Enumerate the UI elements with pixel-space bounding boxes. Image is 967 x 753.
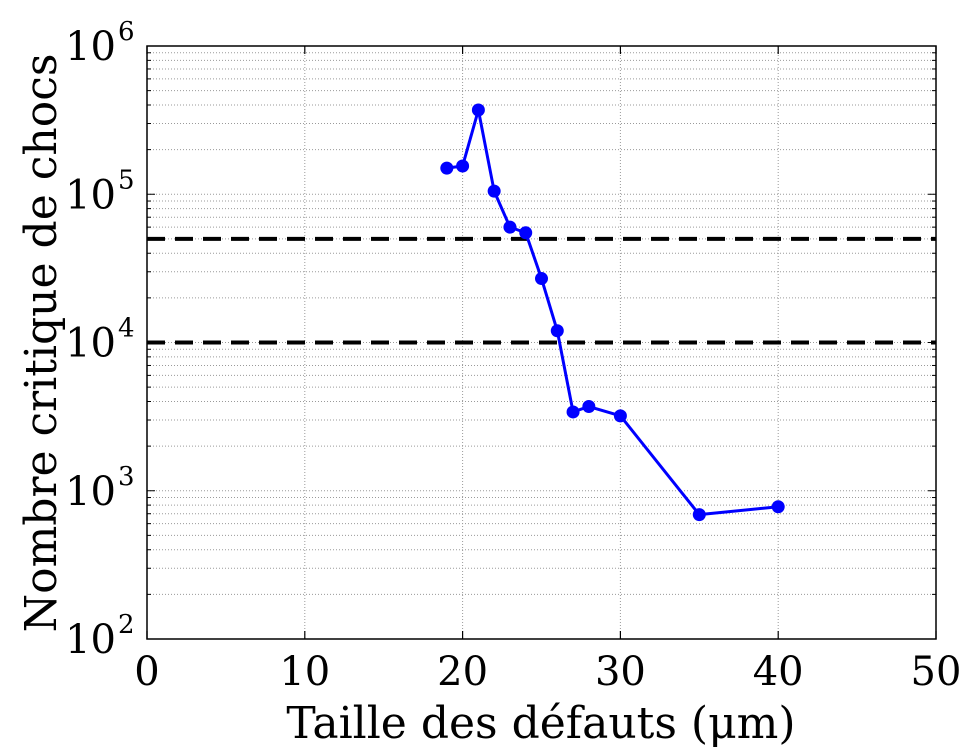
y-tick-label-exponent: 3 bbox=[118, 462, 135, 492]
y-tick-label-exponent: 2 bbox=[118, 610, 135, 640]
x-tick-label: 0 bbox=[134, 649, 159, 695]
y-tick-label: 10 bbox=[65, 617, 116, 663]
y-tick-label: 10 bbox=[65, 24, 116, 70]
data-point bbox=[440, 161, 454, 175]
grid bbox=[147, 46, 936, 639]
x-tick-label: 40 bbox=[753, 649, 804, 695]
data-point bbox=[566, 405, 580, 419]
data-point bbox=[471, 103, 485, 117]
series-layer bbox=[440, 103, 785, 522]
data-point bbox=[456, 159, 470, 173]
x-tick-label: 50 bbox=[911, 649, 962, 695]
data-point bbox=[771, 500, 785, 514]
x-tick-label: 20 bbox=[437, 649, 488, 695]
y-tick-label: 10 bbox=[65, 172, 116, 218]
data-point bbox=[487, 184, 501, 198]
x-tick-label: 10 bbox=[279, 649, 330, 695]
data-point bbox=[613, 409, 627, 423]
data-point bbox=[519, 226, 533, 240]
y-tick-label-exponent: 4 bbox=[118, 314, 135, 344]
data-point bbox=[550, 324, 564, 338]
y-tick-label: 10 bbox=[65, 469, 116, 515]
x-tick-labels: 0 10 20 30 40 50 bbox=[134, 649, 961, 695]
x-axis-title: Taille des défauts (μm) bbox=[286, 698, 795, 749]
data-point bbox=[535, 272, 548, 286]
data-point bbox=[692, 508, 706, 522]
axes bbox=[146, 45, 937, 640]
reference-lines bbox=[147, 236, 936, 345]
y-axis-title: Nombre critique de chocs bbox=[16, 54, 67, 633]
y-tick-label: 10 bbox=[65, 321, 116, 367]
series-line bbox=[446, 108, 779, 517]
y-tick-label-exponent: 5 bbox=[118, 165, 135, 195]
y-tick-label-exponent: 6 bbox=[118, 17, 135, 47]
data-point bbox=[503, 220, 517, 234]
data-point bbox=[582, 400, 596, 414]
x-tick-label: 30 bbox=[595, 649, 646, 695]
